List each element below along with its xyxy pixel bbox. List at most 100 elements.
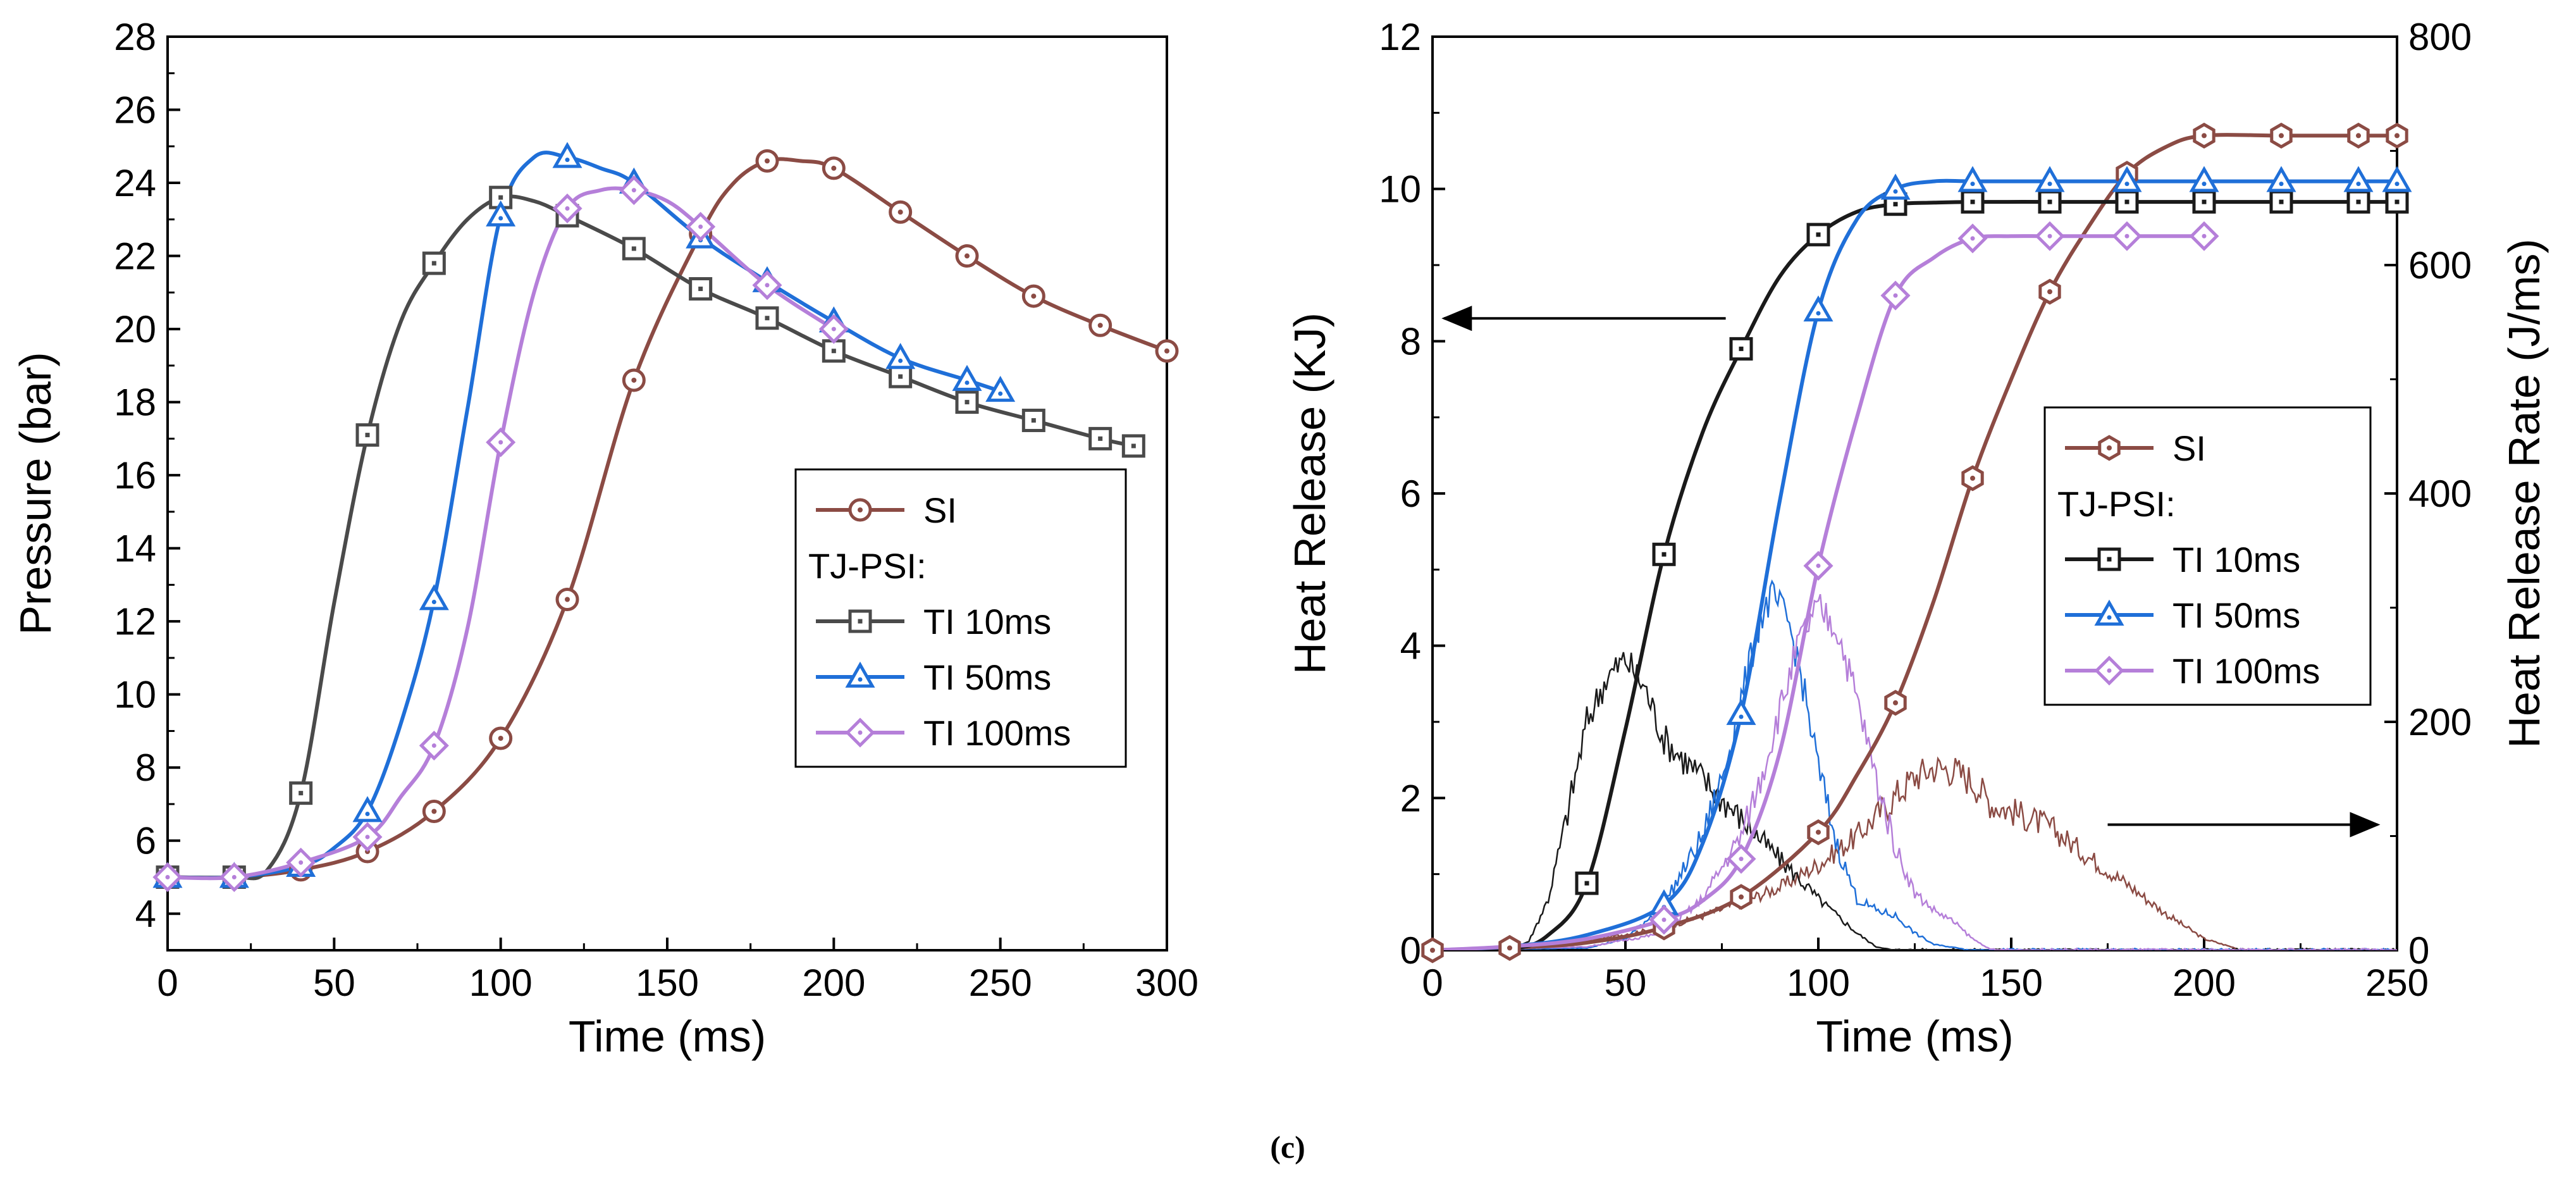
data-point xyxy=(1880,173,1911,200)
rate-line-ti-100ms-rate xyxy=(1433,593,2397,950)
data-point-dot xyxy=(1031,294,1037,299)
data-point-dot xyxy=(1970,475,1975,481)
data-point-dot xyxy=(1661,552,1667,557)
data-point xyxy=(985,376,1016,402)
data-point-dot xyxy=(365,433,370,438)
legend-marker-dot xyxy=(858,619,863,624)
y2-axis-label: Heat Release Rate (J/ms) xyxy=(2499,239,2549,748)
data-point-dot xyxy=(2394,182,2400,187)
data-point-dot xyxy=(365,812,370,817)
data-point-dot xyxy=(1893,293,1898,298)
data-point-dot xyxy=(631,377,637,383)
data-point xyxy=(1575,871,1599,895)
y-tick-label: 10 xyxy=(114,674,156,716)
y-tick-label: 8 xyxy=(1400,320,1421,363)
data-point xyxy=(2189,166,2219,192)
legend-label: TI 50ms xyxy=(923,657,1051,697)
y-tick-label: 8 xyxy=(135,747,156,789)
data-point-dot xyxy=(1893,189,1898,194)
data-point-dot xyxy=(964,400,970,405)
x-axis-label: Time (ms) xyxy=(569,1012,766,1061)
data-point xyxy=(2343,166,2374,192)
data-point xyxy=(2112,166,2142,192)
x-tick-label: 150 xyxy=(1980,962,2043,1004)
data-point-dot xyxy=(698,224,703,229)
data-point-dot xyxy=(2047,233,2052,239)
data-point-dot xyxy=(631,188,636,193)
data-point-dot xyxy=(831,349,836,354)
data-point-dot xyxy=(299,860,304,865)
data-point-dot xyxy=(565,597,570,602)
data-point xyxy=(885,343,916,369)
data-point-dot xyxy=(998,391,1003,396)
y2-tick-label: 400 xyxy=(2408,473,2472,515)
x-axis-label: Time (ms) xyxy=(1816,1012,2013,1061)
series-line-ti-10ms xyxy=(1433,200,2397,950)
y-tick-label: 6 xyxy=(1400,473,1421,515)
data-point-dot xyxy=(1816,829,1821,835)
markers-si xyxy=(1421,122,2408,964)
data-point xyxy=(352,796,383,822)
data-point-dot xyxy=(2356,182,2361,187)
pressure-chart: 0 50 100 150 200 250 300 4 6 8 10 12 14 16 18 20 22 24 26 2… xyxy=(11,16,1199,1061)
data-point-dot xyxy=(1893,202,1898,207)
data-point-dot xyxy=(1970,182,1975,187)
y-tick-label: 4 xyxy=(135,893,156,935)
legend-label: TI 100ms xyxy=(923,713,1071,753)
y2-tick-label: 200 xyxy=(2408,701,2472,743)
figure-caption: (c) xyxy=(1270,1129,1305,1165)
legend-label: TI 100ms xyxy=(2172,651,2320,691)
y-tick-label: 2 xyxy=(1400,777,1421,819)
y-axis-label: Heat Release (KJ) xyxy=(1285,313,1334,674)
data-point-dot xyxy=(365,834,370,840)
data-point-dot xyxy=(299,791,304,796)
y-tick-label: 12 xyxy=(1379,16,1421,58)
legend-marker-dot xyxy=(2107,615,2112,620)
legend-marker-dot xyxy=(2107,557,2112,562)
y-tick-label: 28 xyxy=(114,16,156,58)
data-point-dot xyxy=(765,316,770,321)
y-tick-label: 6 xyxy=(135,820,156,862)
legend-group-label: TJ-PSI: xyxy=(808,546,927,586)
data-point-dot xyxy=(631,246,636,251)
data-point-dot xyxy=(964,253,970,259)
legend-group-label: TJ-PSI: xyxy=(2057,484,2176,524)
data-point-dot xyxy=(431,600,436,605)
legend-label: SI xyxy=(923,490,957,530)
data-point-dot xyxy=(2047,199,2052,204)
rate-line-ti-10ms-rate xyxy=(1433,652,2397,950)
series-line-ti-100ms xyxy=(168,186,835,881)
data-point-dot xyxy=(831,326,836,332)
legend-marker-dot xyxy=(858,730,863,735)
data-point-dot xyxy=(431,743,436,748)
x-tick-label: 300 xyxy=(1135,962,1199,1004)
data-point xyxy=(2266,166,2296,192)
data-point xyxy=(2346,190,2370,214)
data-point-dot xyxy=(2124,182,2129,187)
x-tick-label: 150 xyxy=(636,962,699,1004)
data-point-dot xyxy=(1507,945,1512,951)
data-point-dot xyxy=(1131,443,1136,449)
y-tick-label: 24 xyxy=(114,162,156,204)
data-point-dot xyxy=(1098,436,1103,441)
data-point-dot xyxy=(2356,133,2361,139)
data-point xyxy=(1957,166,1988,192)
data-point-dot xyxy=(565,158,570,163)
legend-label: TI 10ms xyxy=(2172,540,2300,580)
y-tick-label: 4 xyxy=(1400,625,1421,667)
data-point-dot xyxy=(2394,133,2400,139)
data-point-dot xyxy=(2356,199,2361,204)
data-point xyxy=(486,200,516,226)
y-axis-label: Pressure (bar) xyxy=(11,352,60,635)
y-tick-label: 22 xyxy=(114,235,156,278)
markers-ti-100ms xyxy=(152,175,849,893)
data-point xyxy=(1021,408,1045,432)
data-point xyxy=(552,142,582,168)
data-point-dot xyxy=(765,158,770,164)
data-point-dot xyxy=(2394,199,2400,204)
data-point-dot xyxy=(1739,857,1744,862)
data-point-dot xyxy=(1816,563,1821,568)
data-point-dot xyxy=(898,374,903,379)
x-tick-label: 200 xyxy=(802,962,865,1004)
